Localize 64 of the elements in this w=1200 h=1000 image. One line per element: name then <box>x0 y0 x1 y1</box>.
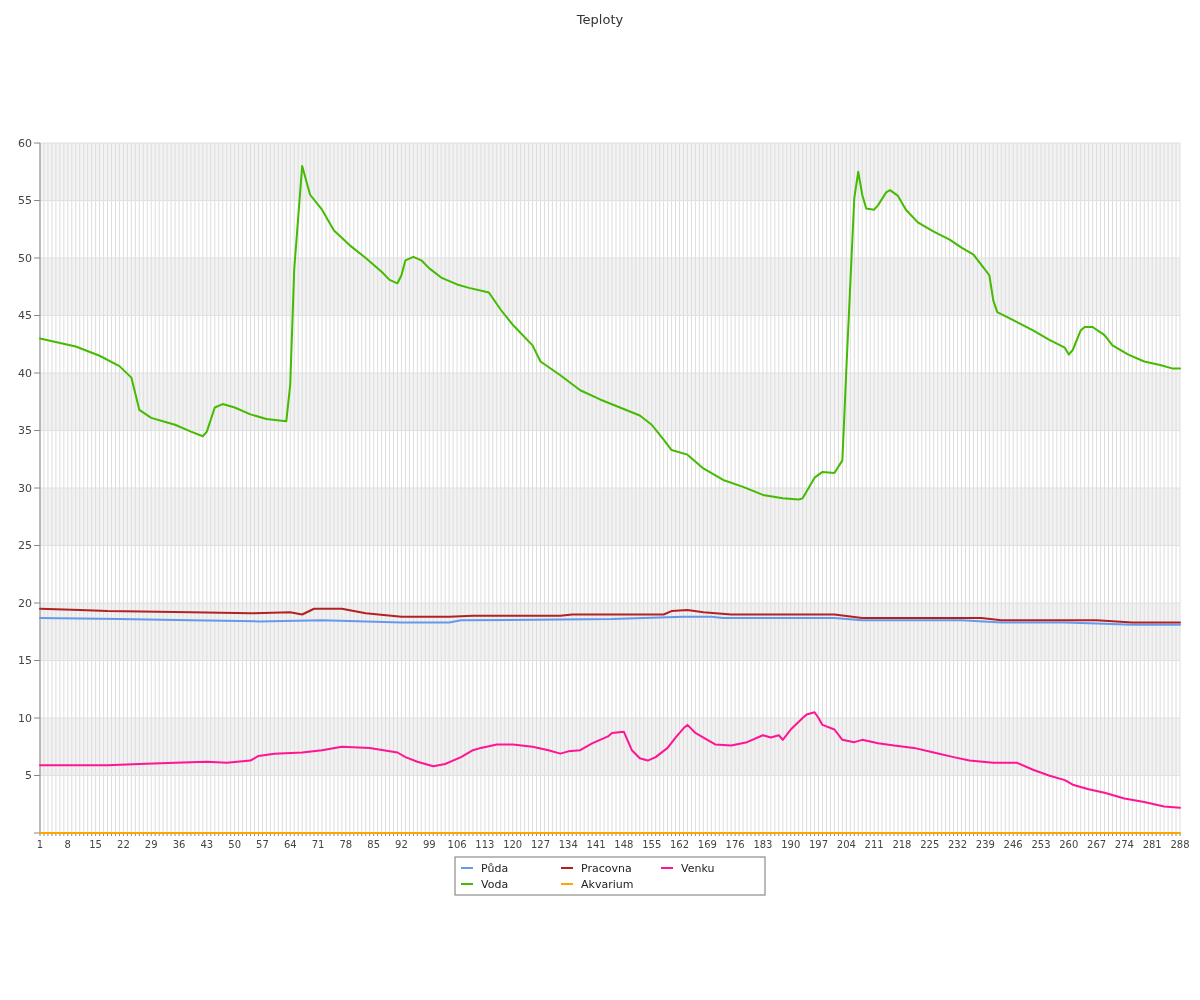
x-tick-label: 113 <box>475 839 495 850</box>
x-tick-label: 190 <box>781 839 801 850</box>
x-tick-label: 281 <box>1142 839 1162 850</box>
x-tick-label: 169 <box>697 839 717 850</box>
line-series <box>39 607 1181 624</box>
legend-label: Pracovna <box>581 861 632 875</box>
chart-title: Teploty <box>575 12 624 27</box>
y-tick-label: 10 <box>18 711 32 725</box>
line-series <box>39 165 1181 501</box>
x-tick-label: 197 <box>808 839 829 850</box>
x-tick-label: 36 <box>172 839 186 850</box>
x-tick-label: 246 <box>1003 839 1023 850</box>
x-tick-label: 134 <box>558 839 578 850</box>
x-tick-label: 162 <box>669 839 690 850</box>
x-tick-label: 29 <box>144 839 158 850</box>
x-tick-label: 176 <box>725 839 745 850</box>
y-tick-label: 55 <box>18 194 32 208</box>
x-tick-label: 8 <box>64 839 71 850</box>
y-tick-label: 30 <box>18 481 32 495</box>
line-series <box>39 711 1181 809</box>
y-tick-label: 50 <box>18 251 32 265</box>
x-tick-label: 22 <box>117 839 130 850</box>
x-tick-label: 155 <box>642 839 662 850</box>
x-tick-label: 211 <box>864 839 884 850</box>
x-tick-label: 288 <box>1170 839 1190 850</box>
x-tick-label: 92 <box>395 839 408 850</box>
x-tick-label: 85 <box>367 839 381 850</box>
x-tick-label: 15 <box>89 839 102 850</box>
x-tick-label: 120 <box>503 839 523 850</box>
y-tick-label: 20 <box>18 596 32 610</box>
y-tick-label: 45 <box>18 309 32 323</box>
legend-label: Akvarium <box>581 877 634 891</box>
x-tick-label: 225 <box>920 839 940 850</box>
x-tick-label: 274 <box>1114 839 1134 850</box>
x-tick-label: 57 <box>256 839 269 850</box>
y-tick-label: 60 <box>18 136 32 150</box>
legend-label: Půda <box>481 861 509 875</box>
legend-label: Voda <box>481 877 509 891</box>
x-tick-label: 253 <box>1031 839 1051 850</box>
x-tick-label: 141 <box>586 839 606 850</box>
line-series <box>39 615 1181 626</box>
x-tick-label: 78 <box>339 839 353 850</box>
x-tick-label: 183 <box>753 839 773 850</box>
x-tick-label: 127 <box>530 839 551 850</box>
x-tick-label: 99 <box>422 839 436 850</box>
x-tick-label: 260 <box>1059 839 1079 850</box>
x-tick-label: 43 <box>200 839 214 850</box>
x-tick-label: 71 <box>311 839 325 850</box>
x-tick-label: 239 <box>975 839 995 850</box>
y-tick-label: 25 <box>18 539 32 553</box>
x-tick-label: 204 <box>836 839 856 850</box>
x-tick-label: 148 <box>614 839 634 850</box>
y-tick-label: 35 <box>18 424 32 438</box>
x-tick-label: 267 <box>1087 839 1107 850</box>
x-tick-label: 1 <box>36 839 44 850</box>
y-tick-label: 40 <box>18 366 32 380</box>
legend-label: Venku <box>681 861 715 875</box>
x-tick-label: 106 <box>447 839 467 850</box>
y-tick-label: 5 <box>25 769 32 783</box>
y-tick-label: 15 <box>18 654 32 668</box>
x-tick-label: 64 <box>283 839 297 850</box>
x-tick-label: 50 <box>228 839 241 850</box>
x-tick-label: 232 <box>948 839 968 850</box>
x-tick-label: 218 <box>892 839 912 850</box>
